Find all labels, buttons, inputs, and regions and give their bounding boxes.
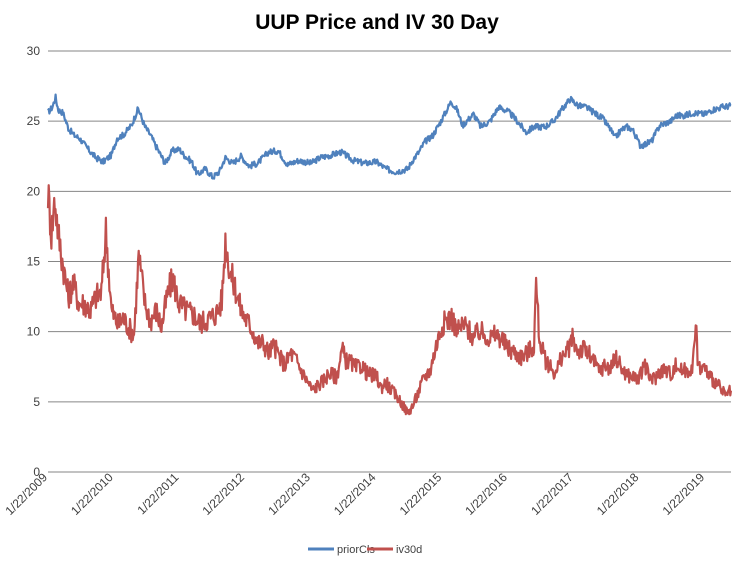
x-tick-label: 1/22/2016 bbox=[462, 470, 510, 518]
x-tick-label: 1/22/2014 bbox=[331, 470, 379, 518]
x-tick-label: 1/22/2009 bbox=[2, 470, 50, 518]
x-axis-ticks: 1/22/2009 1/22/2010 1/22/2011 1/22/2012 1/22… bbox=[2, 470, 707, 518]
y-axis-ticks: 0 5 10 15 20 25 30 bbox=[27, 44, 41, 479]
series-line-iv30d bbox=[46, 184, 733, 416]
y-tick-label: 10 bbox=[27, 325, 41, 339]
y-tick-label: 15 bbox=[27, 255, 41, 269]
x-tick-label: 1/22/2010 bbox=[68, 470, 116, 518]
x-tick-label: 1/22/2019 bbox=[660, 470, 708, 518]
y-tick-label: 25 bbox=[27, 114, 41, 128]
x-tick-label: 1/22/2018 bbox=[594, 470, 642, 518]
y-tick-label: 5 bbox=[33, 395, 40, 409]
x-tick-label: 1/22/2012 bbox=[199, 470, 247, 518]
chart-title: UUP Price and IV 30 Day bbox=[255, 11, 499, 34]
x-tick-label: 1/22/2015 bbox=[397, 470, 445, 518]
x-tick-label: 1/22/2013 bbox=[265, 470, 313, 518]
grid-lines bbox=[48, 50, 731, 473]
y-tick-label: 30 bbox=[27, 44, 41, 58]
y-tick-label: 0 bbox=[33, 465, 40, 479]
legend-label-iv30d: iv30d bbox=[396, 544, 422, 556]
x-tick-label: 1/22/2017 bbox=[528, 470, 576, 518]
x-tick-label: 1/22/2011 bbox=[134, 470, 181, 517]
series-line-priorCls bbox=[47, 93, 732, 180]
y-tick-label: 20 bbox=[27, 184, 41, 198]
legend-label-priorCls: priorCls bbox=[337, 544, 375, 556]
series-lines bbox=[46, 93, 733, 416]
legend: priorCls iv30d bbox=[308, 544, 422, 556]
